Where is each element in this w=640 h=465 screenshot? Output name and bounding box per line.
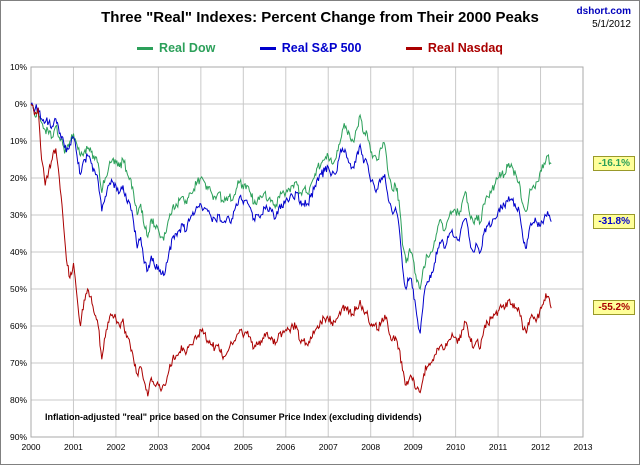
x-tick-label: 2007 bbox=[319, 442, 338, 452]
x-tick-label: 2011 bbox=[489, 442, 508, 452]
series-line-real-nasdaq bbox=[30, 103, 552, 397]
x-tick-label: 2001 bbox=[64, 442, 83, 452]
x-tick-label: 2000 bbox=[22, 442, 41, 452]
legend-item-real-sp500: Real S&P 500 bbox=[259, 41, 362, 55]
legend-swatch-real-nasdaq bbox=[405, 47, 422, 51]
y-tick-label: 40% bbox=[10, 247, 27, 257]
y-tick-label: 60% bbox=[10, 321, 27, 331]
x-tick-label: 2008 bbox=[361, 442, 380, 452]
chart-title: Three "Real" Indexes: Percent Change fro… bbox=[101, 9, 539, 26]
plot-border bbox=[30, 66, 584, 438]
y-tick-label: 90% bbox=[10, 432, 27, 442]
y-tick-label: 30% bbox=[10, 210, 27, 220]
x-tick-label: 2005 bbox=[234, 442, 253, 452]
end-value-label-real-dow: -16.1% bbox=[593, 155, 635, 171]
x-tick-label: 2013 bbox=[574, 442, 593, 452]
source-date: 5/1/2012 bbox=[592, 18, 631, 30]
x-tick-label: 2010 bbox=[446, 442, 465, 452]
legend-swatch-real-sp500 bbox=[259, 47, 276, 51]
series-line-real-s-p-500 bbox=[30, 102, 552, 334]
y-tick-label: 10% bbox=[10, 62, 27, 72]
y-tick-label: 0% bbox=[15, 99, 28, 109]
legend-label-real-sp500: Real S&P 500 bbox=[281, 41, 362, 55]
series-line-real-dow bbox=[30, 103, 552, 291]
legend-label-real-dow: Real Dow bbox=[159, 41, 216, 55]
end-value-label-real-s-p-500: -31.8% bbox=[593, 213, 635, 229]
source-block: dshort.com 5/1/2012 bbox=[577, 6, 631, 31]
end-value-label-real-nasdaq: -55.2% bbox=[593, 300, 635, 316]
y-tick-label: 70% bbox=[10, 358, 27, 368]
y-tick-label: 10% bbox=[10, 136, 27, 146]
legend-label-real-nasdaq: Real Nasdaq bbox=[427, 41, 503, 55]
source-site-link[interactable]: dshort.com bbox=[576, 6, 631, 17]
legend-item-real-dow: Real Dow bbox=[137, 41, 215, 55]
x-tick-label: 2003 bbox=[149, 442, 168, 452]
legend-item-real-nasdaq: Real Nasdaq bbox=[405, 41, 503, 55]
x-tick-label: 2002 bbox=[106, 442, 125, 452]
y-tick-label: 50% bbox=[10, 284, 27, 294]
chart-footnote: Inflation-adjusted "real" price based on… bbox=[45, 412, 422, 422]
legend-swatch-real-dow bbox=[137, 47, 154, 51]
x-tick-label: 2006 bbox=[276, 442, 295, 452]
x-tick-label: 2009 bbox=[404, 442, 423, 452]
legend: Real Dow Real S&P 500 Real Nasdaq bbox=[1, 39, 639, 57]
x-tick-label: 2004 bbox=[191, 442, 210, 452]
x-tick-label: 2012 bbox=[531, 442, 550, 452]
y-tick-label: 20% bbox=[10, 173, 27, 183]
y-tick-label: 80% bbox=[10, 395, 27, 405]
